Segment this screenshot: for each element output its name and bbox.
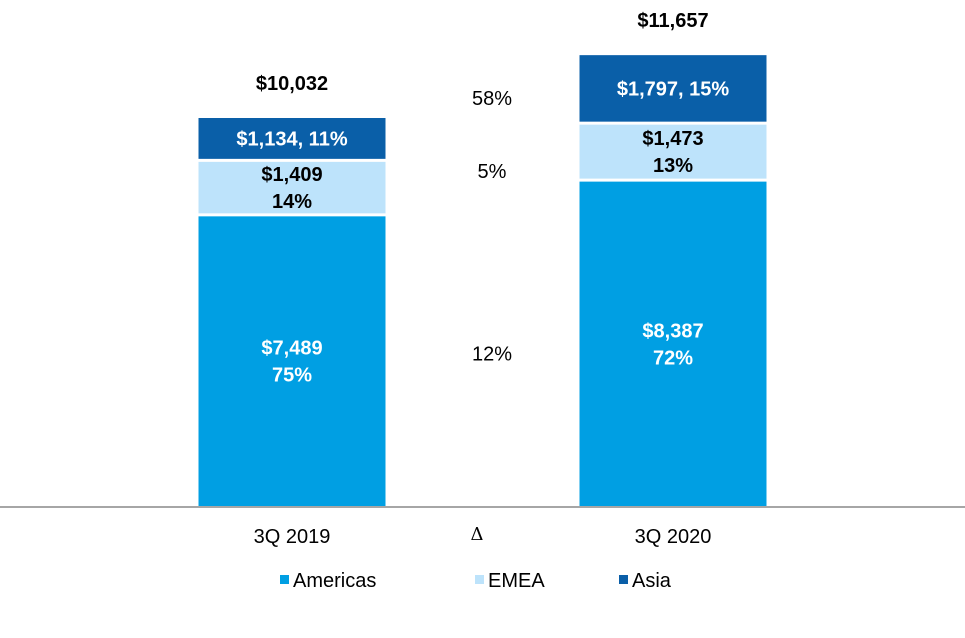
legend-swatch-americas	[280, 575, 289, 584]
segment-label-emea-3q-2020-1: $1,473	[642, 128, 703, 150]
segment-label-emea-3q-2019-1: $1,409	[261, 164, 322, 186]
legend-swatch-asia	[619, 575, 628, 584]
bar-americas-3q-2019	[198, 216, 386, 506]
legend-label-americas: Americas	[293, 570, 376, 592]
bar-asia-3q-2020	[579, 55, 767, 122]
bar-americas-3q-2020	[579, 181, 767, 506]
delta-label-americas: 12%	[472, 343, 512, 365]
total-label-3q-2019: $10,032	[256, 73, 328, 95]
segment-label-americas-3q-2019-1: $7,489	[261, 338, 322, 360]
totals-group: $10,032 $11,657	[256, 10, 709, 95]
legend-label-asia: Asia	[632, 570, 672, 592]
legend-swatch-emea	[475, 575, 484, 584]
x-tick-labels-group: 3Q 2019 3Q 2020	[254, 526, 712, 548]
bar-asia-3q-2019	[198, 118, 386, 159]
segment-label-americas-3q-2020-1: $8,387	[642, 320, 703, 342]
segment-label-emea-3q-2019-2: 14%	[272, 191, 312, 213]
delta-label-asia: 58%	[472, 88, 512, 110]
segment-label-asia-3q-2020-1: $1,797, 15%	[617, 78, 730, 100]
x-tick-label-3q-2019: 3Q 2019	[254, 526, 331, 548]
segment-label-americas-3q-2020-2: 72%	[653, 347, 693, 369]
segment-label-asia-3q-2019-1: $1,134, 11%	[236, 128, 347, 150]
x-tick-label-3q-2020: 3Q 2020	[635, 526, 712, 548]
delta-symbol: Δ	[471, 524, 484, 545]
deltas-group: 12% 5% 58%	[472, 88, 512, 366]
total-label-3q-2020: $11,657	[637, 10, 708, 32]
segment-label-americas-3q-2019-2: 75%	[272, 365, 312, 387]
segment-labels-group: $7,489 75% $1,409 14% $1,134, 11% $8,387 72% $1…	[236, 78, 729, 386]
delta-label-emea: 5%	[478, 161, 507, 183]
bar-emea-3q-2019	[198, 161, 386, 214]
legend: Americas EMEA Asia	[280, 570, 672, 592]
bars-group	[198, 55, 767, 506]
segment-label-emea-3q-2020-2: 13%	[653, 155, 693, 177]
legend-label-emea: EMEA	[488, 570, 545, 592]
bar-emea-3q-2020	[579, 124, 767, 179]
